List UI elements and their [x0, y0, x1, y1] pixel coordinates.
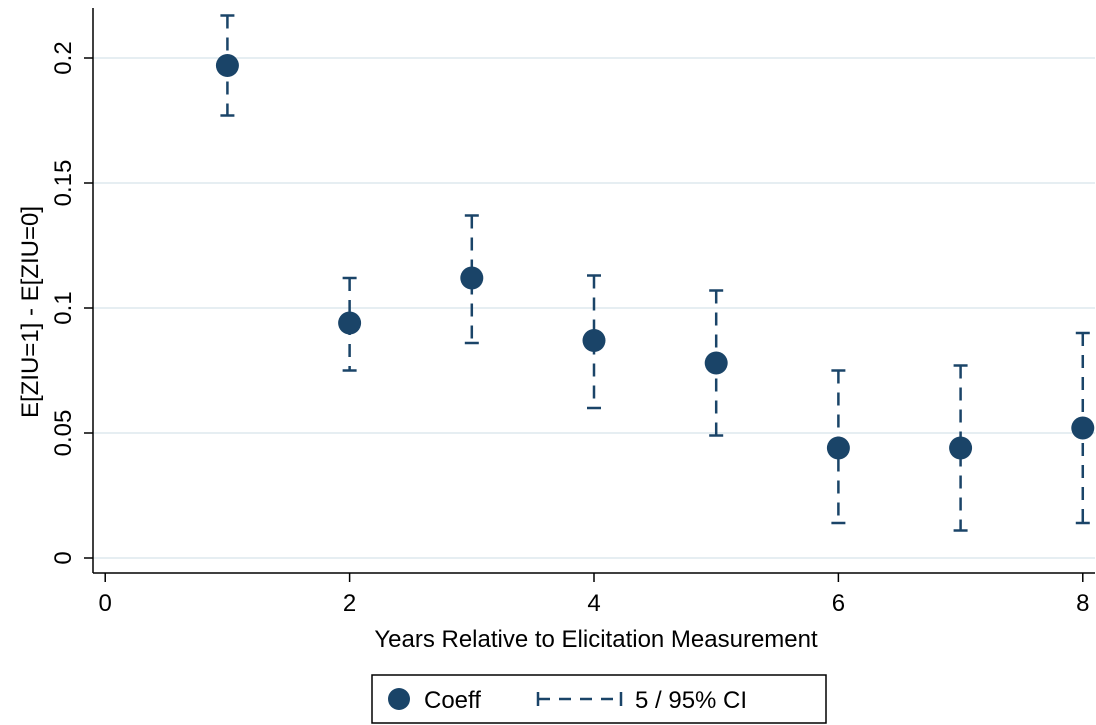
axes — [92, 8, 1095, 574]
legend-coeff-label: Coeff — [424, 687, 481, 714]
ci-bar — [953, 364, 968, 532]
coeff-point — [949, 436, 973, 460]
coefficient-points — [215, 54, 1095, 460]
legend-box — [371, 674, 827, 724]
legend: Coeff 5 / 95% CI — [371, 674, 827, 724]
legend-coeff-marker — [388, 688, 410, 710]
ci-bar — [464, 214, 479, 345]
x-tick-label: 0 — [99, 590, 112, 617]
x-tick-label: 2 — [343, 590, 356, 617]
x-tick-label: 8 — [1076, 590, 1089, 617]
coeff-point — [826, 436, 850, 460]
coeff-point — [704, 351, 728, 375]
ticks: 0 0.05 0.1 0.15 0.2 0 2 4 6 8 — [50, 41, 1089, 617]
y-tick-label: 0.1 — [50, 291, 77, 324]
coeff-point — [338, 311, 362, 335]
legend-ci-label: 5 / 95% CI — [635, 687, 747, 714]
coeff-point — [582, 329, 606, 352]
y-tick-label: 0 — [50, 551, 77, 564]
x-axis-title: Years Relative to Elicitation Measuremen… — [374, 626, 818, 653]
coeff-point — [460, 266, 484, 290]
coeff-point — [1071, 416, 1095, 440]
coeff-point — [215, 54, 239, 77]
x-tick-label: 6 — [832, 590, 845, 617]
y-axis-title: E[ZIU=1] - E[ZIU=0] — [17, 206, 44, 418]
y-tick-label: 0.05 — [50, 410, 77, 457]
x-tick-label: 4 — [587, 590, 600, 617]
y-tick-label: 0.2 — [50, 41, 77, 74]
y-tick-label: 0.15 — [50, 160, 77, 207]
